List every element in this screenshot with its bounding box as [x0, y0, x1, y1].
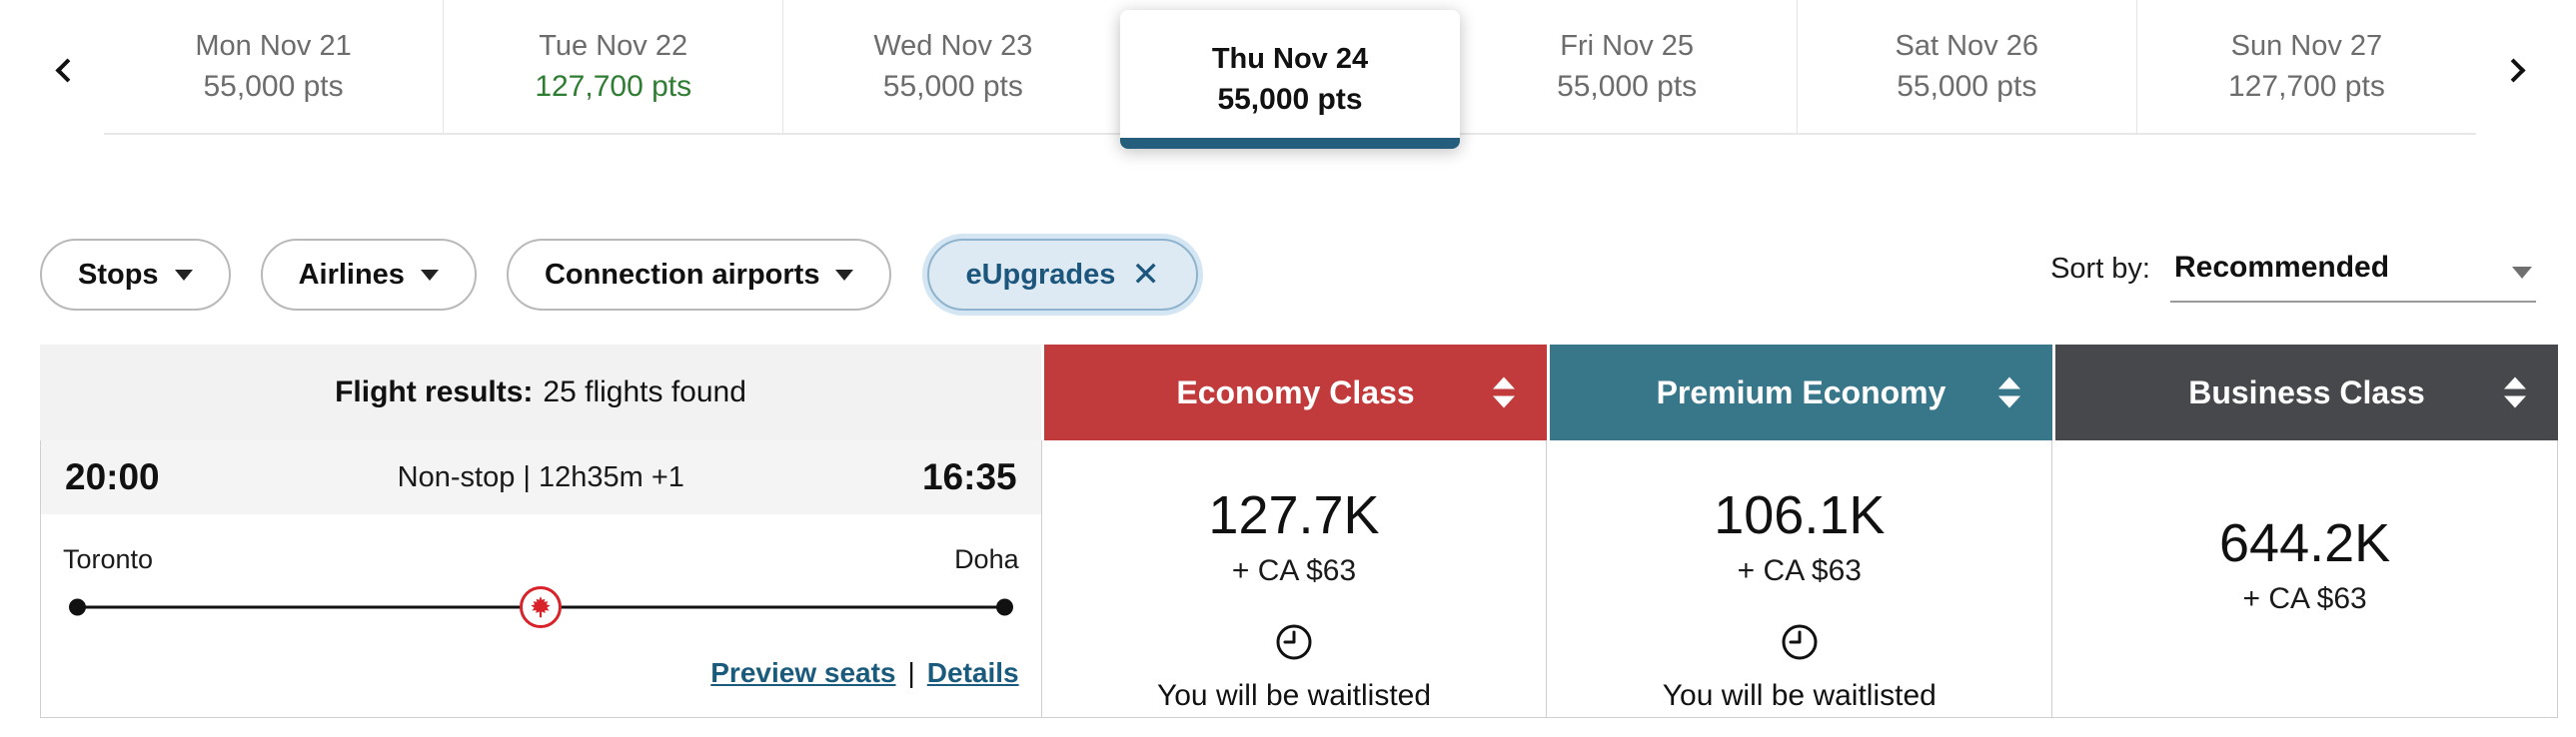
airlines-filter-label: Airlines [298, 258, 405, 291]
date-tab-sat-nov-26[interactable]: Sat Nov 26 55,000 pts [1796, 0, 2136, 133]
chevron-right-icon [2500, 57, 2526, 83]
tab-date-label: Fri Nov 25 [1560, 29, 1695, 62]
tab-points-label: 55,000 pts [203, 69, 344, 103]
premium-economy-cash-value: + CA $63 [1737, 554, 1862, 587]
stops-filter-button[interactable]: Stops [40, 239, 231, 311]
previous-dates-button[interactable] [30, 0, 104, 140]
tab-points-label: 127,700 pts [2228, 69, 2385, 103]
date-tab-sun-nov-27[interactable]: Sun Nov 27 127,700 pts [2135, 0, 2476, 133]
date-tab-mon-nov-21[interactable]: Mon Nov 21 55,000 pts [104, 0, 443, 133]
flight-result-row: 20:00 Non-stop | 12h35m +1 16:35 Toronto… [40, 440, 2558, 718]
tab-date-label: Sun Nov 27 [2230, 29, 2383, 62]
eupgrades-active-filter-chip[interactable]: eUpgrades ✕ [927, 239, 1198, 311]
flight-times-strip: 20:00 Non-stop | 12h35m +1 16:35 [41, 440, 1041, 514]
arrival-time: 16:35 [921, 456, 1017, 497]
tab-points-label: 55,000 pts [1217, 82, 1363, 116]
business-class-column-header[interactable]: Business Class [2052, 345, 2558, 440]
close-icon[interactable]: ✕ [1131, 256, 1160, 294]
sort-by-label: Sort by: [2050, 253, 2150, 285]
chevron-down-icon [174, 269, 193, 281]
chevron-down-icon [420, 269, 439, 281]
premium-economy-points-value: 106.1K [1714, 485, 1886, 545]
chevron-down-icon [835, 269, 854, 281]
premium-economy-fare-cell[interactable]: 106.1K + CA $63 You will be waitlisted [1546, 440, 2051, 717]
date-tabs: Mon Nov 21 55,000 pts Tue Nov 22 127,700… [104, 0, 2476, 149]
destination-city: Doha [954, 544, 1019, 574]
details-link[interactable]: Details [926, 657, 1019, 688]
sort-arrows-icon[interactable] [2504, 376, 2526, 408]
business-fare-cell[interactable]: 644.2K + CA $63 [2051, 440, 2557, 717]
tab-date-label: Sat Nov 26 [1895, 29, 2039, 62]
chevron-left-icon [54, 57, 80, 83]
city-labels: Toronto Doha [41, 514, 1041, 575]
tab-points-label: 127,700 pts [535, 69, 692, 103]
date-tab-wed-nov-23[interactable]: Wed Nov 23 55,000 pts [782, 0, 1122, 133]
date-tab-tue-nov-22[interactable]: Tue Nov 22 127,700 pts [443, 0, 782, 133]
flight-results-count-header: Flight results: 25 flights found [40, 345, 1041, 440]
economy-points-value: 127.7K [1208, 485, 1380, 545]
link-separator: | [907, 657, 915, 688]
business-class-header-label: Business Class [2188, 373, 2425, 410]
flight-results-title: Flight results: [335, 375, 534, 408]
tab-points-label: 55,000 pts [1557, 69, 1698, 103]
date-carousel: Mon Nov 21 55,000 pts Tue Nov 22 127,700… [0, 0, 2576, 149]
premium-economy-header-label: Premium Economy [1656, 373, 1946, 410]
route-line [69, 585, 1013, 629]
results-table-header: Flight results: 25 flights found Economy… [40, 345, 2558, 440]
filter-bar: Stops Airlines Connection airports eUpgr… [40, 239, 2536, 311]
tab-date-label: Mon Nov 21 [195, 29, 352, 62]
waitlist-message: You will be waitlisted [1662, 679, 1936, 712]
departure-time: 20:00 [65, 456, 160, 497]
business-points-value: 644.2K [2219, 512, 2391, 573]
stops-filter-label: Stops [78, 258, 159, 291]
origin-city: Toronto [63, 544, 154, 574]
date-tab-thu-nov-24-selected[interactable]: Thu Nov 24 55,000 pts [1120, 10, 1460, 149]
sort-selected-value: Recommended [2174, 251, 2390, 284]
economy-cash-value: + CA $63 [1231, 554, 1357, 587]
tab-points-label: 55,000 pts [1897, 69, 2037, 103]
economy-fare-cell[interactable]: 127.7K + CA $63 You will be waitlisted [1040, 440, 1547, 717]
flight-results-table: Flight results: 25 flights found Economy… [40, 345, 2558, 718]
sort-select[interactable]: Recommended [2170, 249, 2536, 303]
economy-class-header-label: Economy Class [1176, 373, 1415, 410]
sort-by-control: Sort by: Recommended [2050, 239, 2536, 303]
origin-dot [69, 598, 86, 616]
clock-icon [1778, 620, 1822, 669]
business-cash-value: + CA $63 [2242, 581, 2367, 615]
clock-icon [1272, 620, 1316, 669]
date-tab-fri-nov-25[interactable]: Fri Nov 25 55,000 pts [1458, 0, 1797, 133]
preview-seats-link[interactable]: Preview seats [710, 657, 896, 688]
waitlist-message: You will be waitlisted [1156, 679, 1432, 712]
flight-itinerary-cell: 20:00 Non-stop | 12h35m +1 16:35 Toronto… [41, 440, 1041, 717]
connection-airports-filter-label: Connection airports [544, 258, 820, 291]
tab-date-label: Tue Nov 22 [539, 29, 688, 62]
connection-airports-filter-button[interactable]: Connection airports [506, 239, 892, 311]
tab-points-label: 55,000 pts [882, 69, 1023, 103]
destination-dot [995, 598, 1013, 616]
flight-results-count: 25 flights found [543, 375, 746, 408]
premium-economy-column-header[interactable]: Premium Economy [1547, 345, 2052, 440]
tab-date-label: Wed Nov 23 [873, 29, 1033, 62]
eupgrades-chip-label: eUpgrades [965, 258, 1116, 291]
sort-arrows-icon[interactable] [1493, 376, 1515, 408]
sort-arrows-icon[interactable] [1998, 376, 2020, 408]
flight-row-links: Preview seats | Details [41, 657, 1041, 717]
tab-date-label: Thu Nov 24 [1211, 42, 1369, 75]
air-canada-logo-icon [520, 586, 563, 628]
next-dates-button[interactable] [2476, 0, 2550, 140]
chevron-down-icon [2512, 267, 2532, 279]
airlines-filter-button[interactable]: Airlines [260, 239, 477, 311]
route-duration-info: Non-stop | 12h35m +1 [397, 460, 684, 493]
economy-class-column-header[interactable]: Economy Class [1041, 345, 1547, 440]
filter-dropdowns: Stops Airlines Connection airports [40, 239, 892, 311]
